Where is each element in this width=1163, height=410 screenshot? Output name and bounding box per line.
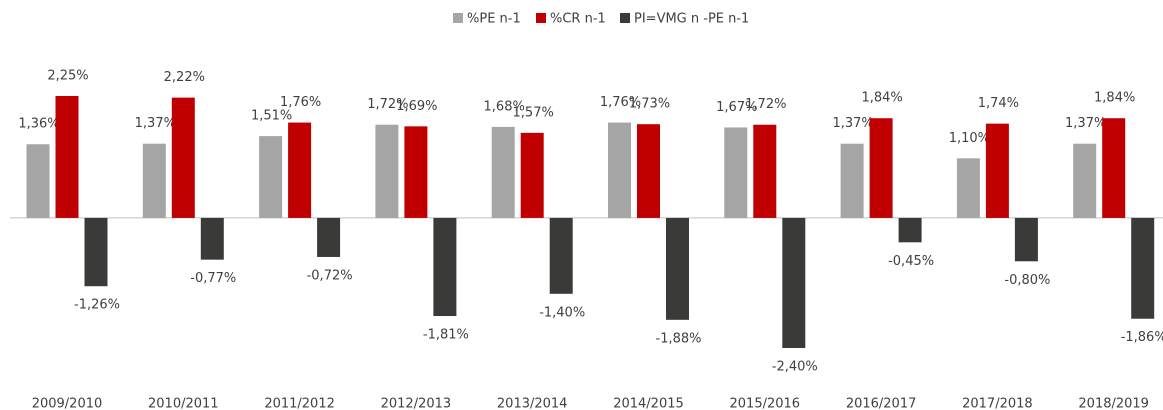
bar [317,217,341,257]
value-label: 2,25% [47,69,88,84]
x-tick-label: 2018/2019 [1078,397,1149,410]
bar [666,217,689,320]
value-label: 1,84% [1094,91,1135,106]
bar [1102,118,1126,218]
value-label: 1,68% [484,99,525,114]
x-tick-label: 2012/2013 [381,397,452,410]
value-label: 1,69% [396,99,437,114]
value-label: 1,37% [135,116,176,131]
bar [375,124,399,218]
legend-swatch [453,13,463,23]
bar [985,123,1009,218]
legend-label: %PE n-1 [467,12,521,27]
value-label: 1,51% [251,109,292,124]
value-label: 1,10% [949,131,990,146]
value-label: 1,76% [600,95,641,110]
value-label: 1,74% [978,96,1019,111]
bar [491,126,515,218]
x-tick-label: 2009/2010 [32,397,103,410]
value-label: -1,81% [423,328,469,343]
value-label: -0,45% [888,254,934,269]
value-label: -0,77% [190,271,236,286]
bar [142,143,166,218]
x-tick-label: 2017/2018 [962,397,1033,410]
value-label: 2,22% [164,70,205,85]
x-tick-label: 2015/2016 [730,397,801,410]
bar [637,124,660,218]
bar [840,143,864,218]
bar [200,217,224,260]
value-label: -0,80% [1004,273,1050,288]
bar [753,124,777,218]
value-label: 1,84% [861,91,902,106]
bar [259,136,283,218]
x-tick-label: 2013/2014 [497,397,568,410]
bar [84,217,108,287]
value-label: 1,36% [18,117,59,132]
x-tick-label: 2011/2012 [264,397,335,410]
bar [782,217,806,348]
x-tick-label: 2014/2015 [613,397,684,410]
value-label: -1,40% [539,305,585,320]
legend-swatch [536,13,546,23]
bar [608,122,631,218]
value-label: -2,40% [772,360,818,375]
bar [1073,143,1097,218]
bar [520,132,544,218]
x-tick-label: 2016/2017 [846,397,917,410]
value-label: 1,76% [280,95,321,110]
legend-label: %CR n-1 [550,12,606,27]
bar [26,144,50,218]
value-label: 1,72% [745,97,786,112]
value-label: 1,72% [367,97,408,112]
value-label: 1,57% [513,105,554,120]
value-label: 1,37% [1065,116,1106,131]
bar [1131,217,1155,319]
value-label: -1,88% [656,331,702,346]
bar [724,127,748,218]
bar [171,97,195,218]
value-label: -1,86% [1121,330,1163,345]
bar [404,126,428,218]
legend-label: PI=VMG n -PE n-1 [634,12,749,27]
value-label: 1,73% [629,97,670,112]
value-label: 1,37% [832,116,873,131]
bar [956,158,980,218]
value-label: -0,72% [307,268,353,283]
bar [898,217,922,243]
bar [869,118,893,218]
bar [549,217,573,294]
value-label: 1,67% [716,100,757,115]
x-tick-label: 2010/2011 [148,397,219,410]
bar [433,217,457,317]
bar [55,96,79,218]
value-label: -1,26% [74,298,120,313]
bar [288,122,312,218]
bar [1014,217,1038,262]
legend-swatch [620,13,630,23]
